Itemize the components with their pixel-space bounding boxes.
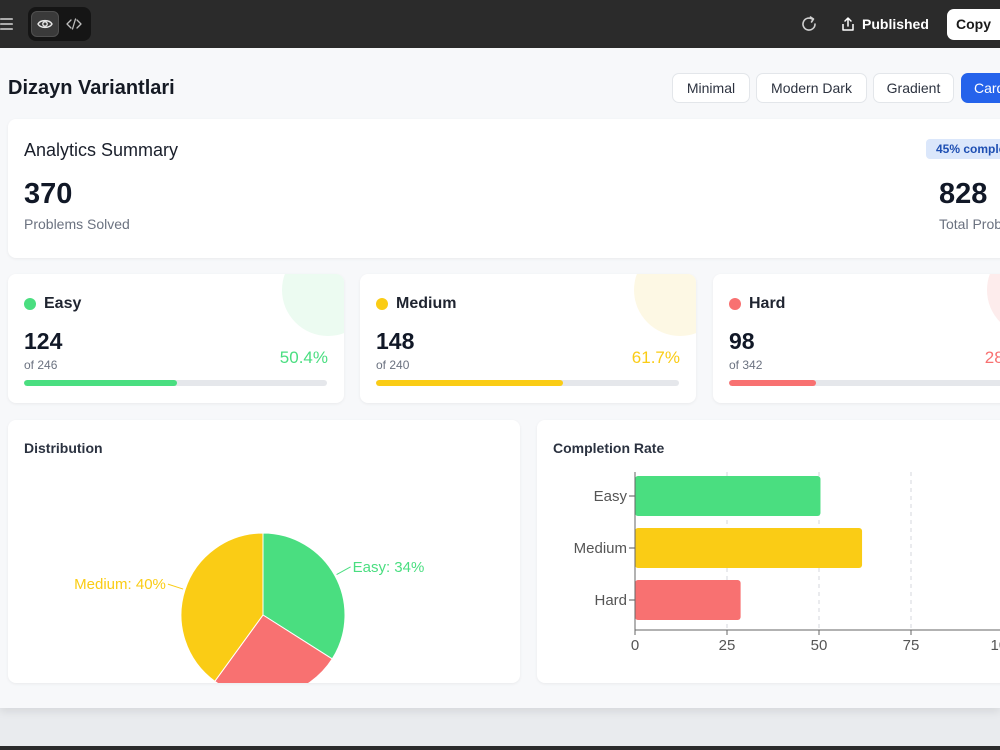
variant-gradient-button[interactable]: Gradient — [873, 73, 954, 103]
completion-percent: 28.7% — [984, 348, 1000, 367]
completion-percent: 50.4% — [279, 348, 328, 367]
analytics-summary-card: Analytics Summary 45% complete 370 Probl… — [8, 119, 1000, 258]
progress-track — [24, 380, 327, 386]
published-button[interactable]: Published — [840, 12, 929, 36]
refresh-icon[interactable] — [799, 14, 819, 34]
view-mode-toggle — [28, 7, 91, 41]
difficulty-name: Hard — [749, 295, 786, 312]
preview-mode-button[interactable] — [31, 11, 59, 37]
variant-card-button[interactable]: Card — [961, 73, 1000, 103]
bar-easy[interactable] — [635, 476, 821, 516]
list-menu-icon[interactable] — [0, 17, 14, 31]
copy-button[interactable]: Copy — [947, 9, 1000, 40]
solved-count: 124 — [24, 328, 63, 354]
variant-modern-dark-button[interactable]: Modern Dark — [756, 73, 867, 103]
pie-leader-line — [167, 583, 184, 590]
completion-title: Completion Rate — [553, 440, 665, 456]
total-problems-label: Total Problems — [939, 216, 1000, 232]
medium-card: Medium 148 of 240 61.7% — [360, 274, 696, 403]
progress-fill — [729, 380, 816, 386]
decorative-circle — [987, 274, 1000, 336]
pie-slice-medium[interactable] — [180, 532, 264, 683]
progress-fill — [376, 380, 563, 386]
medium-dot-icon — [376, 298, 388, 310]
x-tick-label: 75 — [903, 637, 920, 654]
hard-dot-icon — [729, 298, 741, 310]
problems-solved-value: 370 — [24, 178, 73, 210]
dashboard-page: Dizayn Variantlari Minimal Modern Dark G… — [0, 48, 1000, 708]
difficulty-name: Medium — [396, 295, 457, 312]
pie-label: Easy: 34% — [353, 559, 425, 576]
y-tick-label: Medium — [574, 540, 627, 557]
difficulty-name: Easy — [44, 295, 82, 312]
x-tick-label: 50 — [811, 637, 828, 654]
summary-title: Analytics Summary — [24, 140, 179, 160]
completion-percent: 61.7% — [631, 348, 680, 367]
y-tick-label: Hard — [594, 592, 627, 609]
easy-card: Easy 124 of 246 50.4% — [8, 274, 344, 403]
solved-count: 148 — [376, 328, 415, 354]
solved-count: 98 — [729, 328, 755, 354]
top-toolbar: Published Copy — [0, 0, 1000, 48]
easy-dot-icon — [24, 298, 36, 310]
total-count: of 246 — [24, 358, 58, 372]
eye-icon — [37, 19, 53, 29]
bottom-edge — [0, 746, 1000, 750]
distribution-title: Distribution — [24, 440, 103, 456]
total-count: of 342 — [729, 358, 763, 372]
decorative-circle — [634, 274, 696, 336]
pie-leader-line — [336, 566, 351, 575]
published-label: Published — [862, 16, 929, 32]
bar-medium[interactable] — [635, 528, 863, 568]
pie-slice-hard[interactable] — [214, 614, 333, 683]
problems-solved-label: Problems Solved — [24, 216, 130, 232]
distribution-pie-chart: Easy: 34%Hard: 26%Medium: 40% — [74, 532, 425, 683]
page-title: Dizayn Variantlari — [8, 77, 175, 99]
completion-bar-chart: Easy Medium Hard 0 25 50 75 100 — [574, 472, 1000, 654]
x-tick-label: 25 — [719, 637, 736, 654]
code-icon — [66, 18, 82, 30]
total-problems-value: 828 — [939, 178, 988, 210]
distribution-card: Distribution Easy: 34%Hard: 26%Medium: 4… — [8, 420, 520, 683]
decorative-circle — [282, 274, 344, 336]
total-count: of 240 — [376, 358, 410, 372]
progress-track — [376, 380, 679, 386]
code-mode-button[interactable] — [60, 11, 88, 37]
completion-badge: 45% complete — [926, 139, 1000, 159]
completion-rate-card: Completion Rate Easy Medium Hard 0 25 50 75 100 — [537, 420, 1000, 683]
pie-label: Medium: 40% — [74, 576, 166, 593]
share-icon — [842, 17, 854, 31]
x-tick-label: 0 — [631, 637, 639, 654]
progress-fill — [24, 380, 177, 386]
bar-hard[interactable] — [635, 580, 741, 620]
y-tick-label: Easy — [594, 488, 628, 505]
hard-card: Hard 98 of 342 28.7% — [713, 274, 1000, 403]
x-tick-label: 100 — [990, 637, 1000, 654]
variant-minimal-button[interactable]: Minimal — [672, 73, 750, 103]
progress-track — [729, 380, 1000, 386]
